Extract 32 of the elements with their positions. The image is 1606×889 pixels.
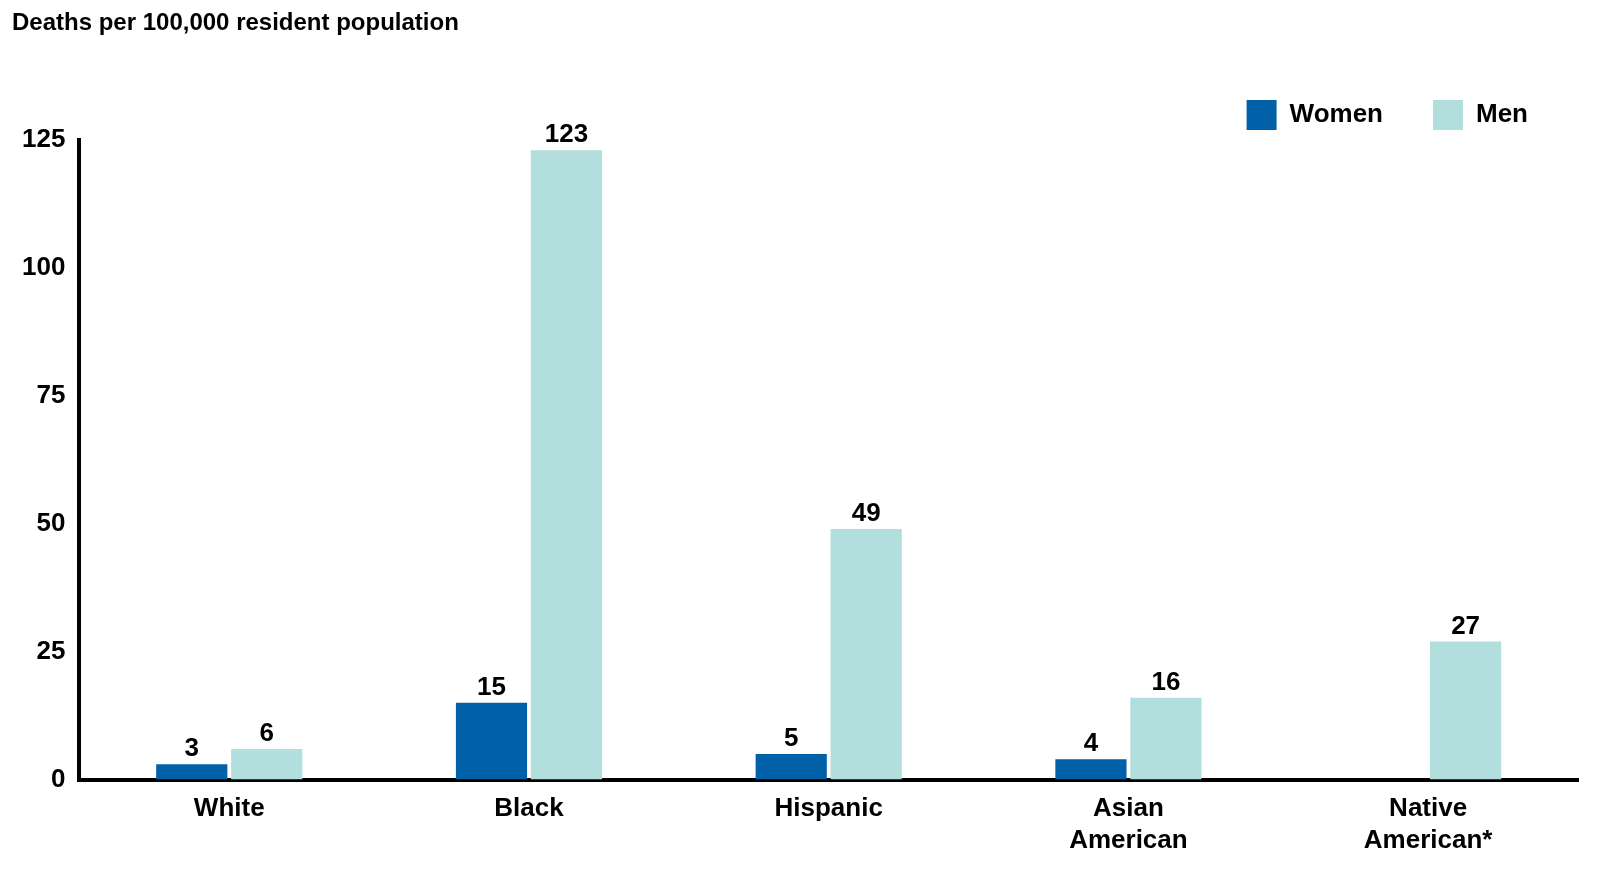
bar (1055, 759, 1127, 780)
data-label: 123 (544, 118, 589, 149)
data-label: 15 (477, 671, 506, 702)
y-tick-label: 125 (21, 123, 66, 154)
x-tick-label: White (193, 792, 265, 823)
y-tick-label: 50 (36, 506, 66, 537)
bar (231, 748, 303, 780)
bar (530, 150, 603, 780)
bar (455, 702, 528, 780)
x-tick-label: Asian American (1069, 792, 1188, 854)
y-tick-label: 25 (36, 634, 66, 665)
data-label: 5 (783, 722, 799, 753)
x-tick-label: Native American* (1363, 792, 1494, 854)
data-label: 49 (851, 497, 881, 528)
data-label: 6 (259, 717, 274, 748)
data-label: 3 (184, 732, 200, 763)
y-tick-label: 75 (36, 379, 66, 410)
x-tick-label: Black (494, 792, 565, 823)
y-axis-title: Deaths per 100,000 resident population (12, 8, 460, 36)
bar (156, 764, 228, 780)
bar (830, 528, 902, 780)
legend-label: Men (1476, 98, 1528, 129)
data-label: 16 (1151, 665, 1181, 696)
bar (755, 754, 827, 780)
y-tick-label: 0 (50, 762, 66, 793)
data-label: 27 (1451, 609, 1481, 640)
data-label: 4 (1083, 727, 1099, 758)
bar (1130, 697, 1202, 780)
x-tick-label: Hispanic (774, 792, 883, 823)
y-tick-label: 100 (21, 251, 66, 282)
legend-label: Women (1289, 98, 1384, 129)
bar (1430, 641, 1502, 780)
